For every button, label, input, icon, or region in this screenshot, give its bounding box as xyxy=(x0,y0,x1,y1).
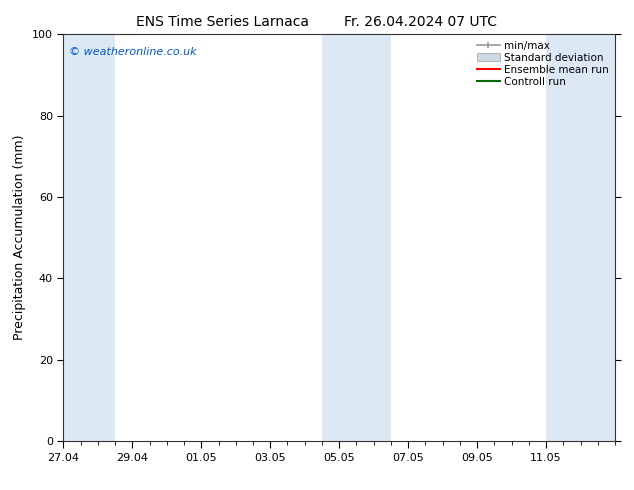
Text: © weatheronline.co.uk: © weatheronline.co.uk xyxy=(69,47,197,56)
Y-axis label: Precipitation Accumulation (mm): Precipitation Accumulation (mm) xyxy=(13,135,27,341)
Bar xyxy=(546,34,615,441)
Bar xyxy=(322,34,391,441)
Text: ENS Time Series Larnaca        Fr. 26.04.2024 07 UTC: ENS Time Series Larnaca Fr. 26.04.2024 0… xyxy=(136,15,498,29)
Bar xyxy=(63,34,115,441)
Legend: min/max, Standard deviation, Ensemble mean run, Controll run: min/max, Standard deviation, Ensemble me… xyxy=(474,37,612,90)
